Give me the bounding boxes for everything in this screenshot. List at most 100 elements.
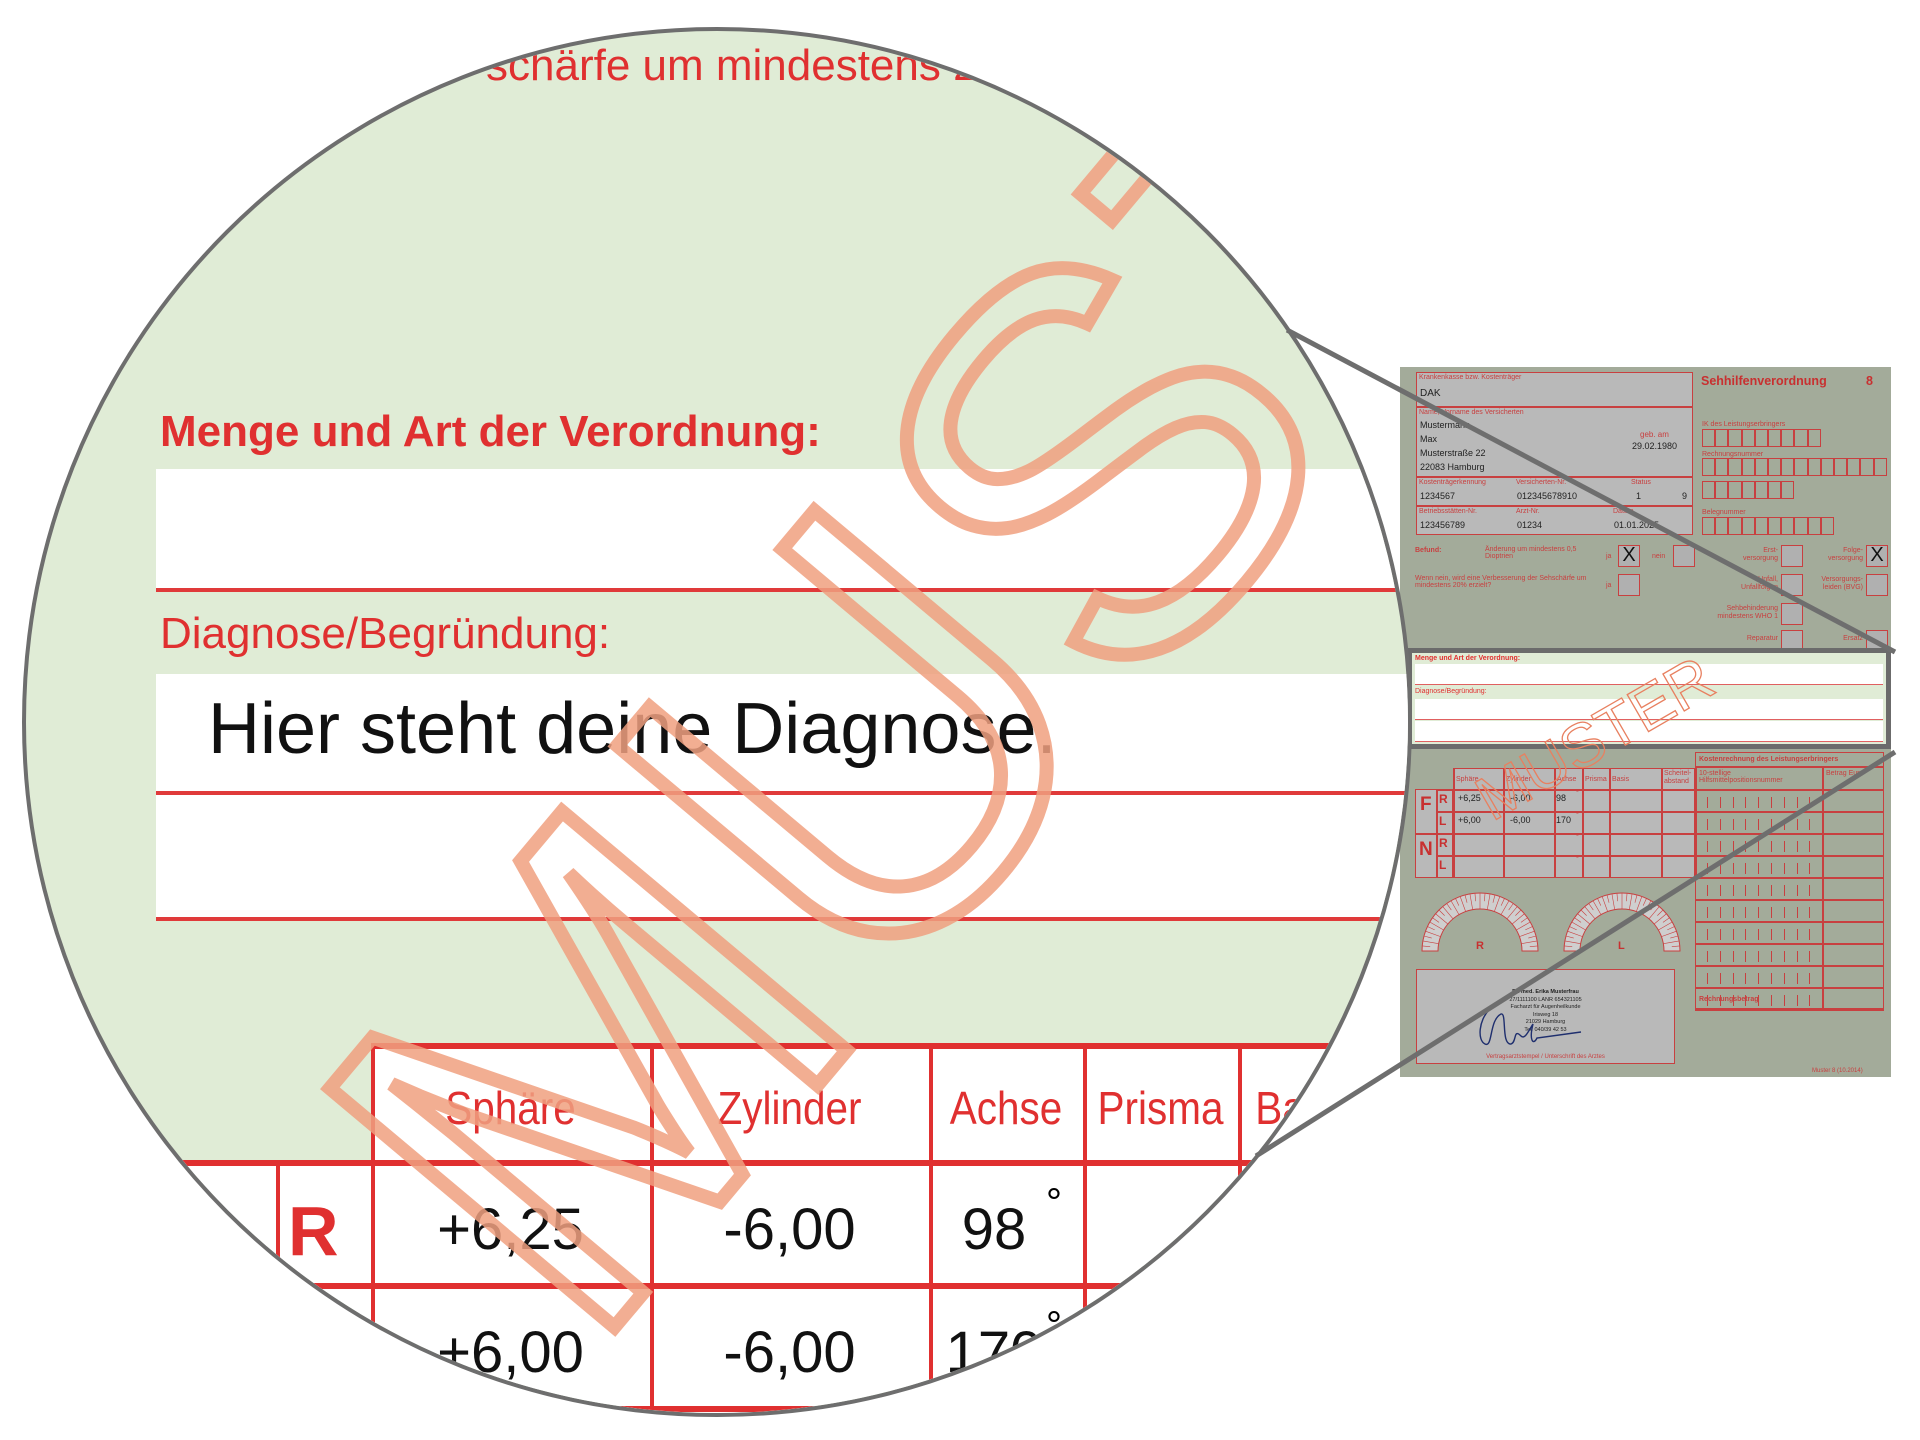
lens-table-vline [276,1160,280,1413]
ref-header: Sphäre [1456,776,1479,783]
rechnung-digit-box-2[interactable] [1741,481,1755,499]
beleg-digit-box[interactable] [1820,517,1834,535]
digit-tick [1719,863,1721,874]
diagnose-text: Hier steht deine Diagnose. [208,689,1057,769]
rechnung-digit-box-2[interactable] [1715,481,1729,499]
beleg-digit-box[interactable] [1794,517,1808,535]
checkbox-sehbehinderung-mindestens-who-1[interactable] [1781,603,1803,625]
beleg-digit-box[interactable] [1807,517,1821,535]
lens-diagnose-field[interactable]: Hier steht deine Diagnose. [156,674,1408,791]
ref-header: Zylinder [1506,776,1531,783]
digit-tick [1745,907,1747,918]
ik-digit-box[interactable] [1807,429,1821,447]
beleg-digit-box[interactable] [1781,517,1795,535]
rechnung-digit-box[interactable] [1781,458,1795,476]
ik-digit-box[interactable] [1715,429,1729,447]
rechnung-digit-box[interactable] [1794,458,1808,476]
lens-header-achse: Achse [949,1082,1063,1134]
checkbox-folge-versorgung[interactable]: X [1866,545,1888,567]
vnr-label: Versicherten-Nr. [1516,479,1567,486]
checkbox-unfall-unfallfolgen[interactable] [1781,574,1803,596]
ref-deg: ° [1576,790,1579,797]
digit-tick [1822,863,1824,874]
digit-tick [1796,973,1798,984]
rechnung-digit-box-2[interactable] [1768,481,1782,499]
ik-digit-box[interactable] [1768,429,1782,447]
stamp-line: Dr. med. Erika Musterfrau [1512,989,1579,995]
ik-digit-box[interactable] [1702,429,1716,447]
aenderung-nein-checkbox[interactable] [1673,545,1695,567]
ik-digit-box[interactable] [1728,429,1742,447]
checkbox-versorgungs-leiden-bvg-[interactable] [1866,574,1888,596]
digit-tick [1783,863,1785,874]
digit-tick [1809,885,1811,896]
beleg-digit-box[interactable] [1715,517,1729,535]
digit-tick [1745,973,1747,984]
lens-rule [156,791,1408,795]
beleg-digit-box[interactable] [1741,517,1755,535]
rechnung-digit-box[interactable] [1754,458,1768,476]
checkbox-erst-versorgung[interactable] [1781,545,1803,567]
ik-digit-box[interactable] [1741,429,1755,447]
kk-row[interactable]: Kostenträgerkennung 1234567 Versicherten… [1416,477,1693,506]
form-diagnose-field[interactable] [1415,699,1883,720]
rechnung-digit-box[interactable] [1741,458,1755,476]
digit-tick [1822,995,1824,1006]
beleg-digit-box[interactable] [1768,517,1782,535]
ik-label: IK des Leistungserbringers [1702,421,1786,428]
digit-tick [1783,995,1785,1006]
rechnung-digit-box-2[interactable] [1728,481,1742,499]
name-line: Mustermann [1420,420,1471,430]
digit-tick [1758,995,1760,1006]
name-field[interactable]: Name, Vorname des Versicherten Musterman… [1416,407,1693,477]
lens-header-prisma: Prisma [1097,1082,1224,1134]
beleg-digit-box[interactable] [1702,517,1716,535]
form-menge-field[interactable] [1415,664,1883,685]
rechnung-digit-box-2[interactable] [1754,481,1768,499]
digit-tick [1783,929,1785,940]
ref-header: Scheitel-abstand [1664,770,1692,785]
digit-tick [1758,885,1760,896]
rechnung-digit-box[interactable] [1768,458,1782,476]
digit-tick [1796,995,1798,1006]
digit-tick [1771,929,1772,940]
refraction-grid [1453,768,1695,878]
rechnung-digit-box[interactable] [1820,458,1834,476]
rechnung-digit-box[interactable] [1873,458,1887,476]
ref-achse: 170 [1556,815,1572,825]
digit-tick [1796,841,1798,852]
kasse-field[interactable]: Krankenkasse bzw. Kostenträger DAK [1416,372,1693,407]
digit-tick [1822,885,1824,896]
lens-diagnose-field-2[interactable] [156,795,1408,917]
rechnung-digit-box-2[interactable] [1702,481,1716,499]
lens-r-deg: ° [1046,1181,1062,1225]
lens-menge-field[interactable] [156,469,1408,588]
beleg-digit-box[interactable] [1728,517,1742,535]
arzt-label: Arzt-Nr. [1516,508,1540,515]
rechnung-digit-box-2[interactable] [1781,481,1795,499]
rechnung-digit-box[interactable] [1847,458,1861,476]
beleg-digit-box[interactable] [1754,517,1768,535]
rechnung-digit-box[interactable] [1834,458,1848,476]
digit-tick [1707,885,1708,896]
rechnung-digit-box[interactable] [1807,458,1821,476]
ja-label: ja [1606,553,1612,560]
rechnung-digit-box[interactable] [1715,458,1729,476]
verbesserung-ja-checkbox[interactable] [1618,574,1640,596]
name-line: Musterstraße 22 [1420,448,1486,458]
ik-digit-box[interactable] [1754,429,1768,447]
stamp-box[interactable]: Dr. med. Erika Musterfrau 27/1111100 LANR… [1416,969,1675,1064]
status-b: 9 [1682,491,1688,501]
rechnung-digit-box[interactable] [1702,458,1716,476]
kosten-row-line [1695,987,1884,989]
ik-digit-box[interactable] [1781,429,1795,447]
ik-digit-box[interactable] [1794,429,1808,447]
rechnung-digit-box[interactable] [1728,458,1742,476]
checkbox-label: Ersatz [1843,635,1863,642]
rechnung-digit-box[interactable] [1860,458,1874,476]
digit-tick [1758,797,1760,808]
kosten-line [1695,766,1884,768]
aenderung-ja-checkbox[interactable]: X [1618,545,1640,567]
ref-achse: 98 [1556,793,1567,803]
bsnr-row[interactable]: Betriebsstätten-Nr. 123456789 Arzt-Nr. 0… [1416,506,1693,535]
